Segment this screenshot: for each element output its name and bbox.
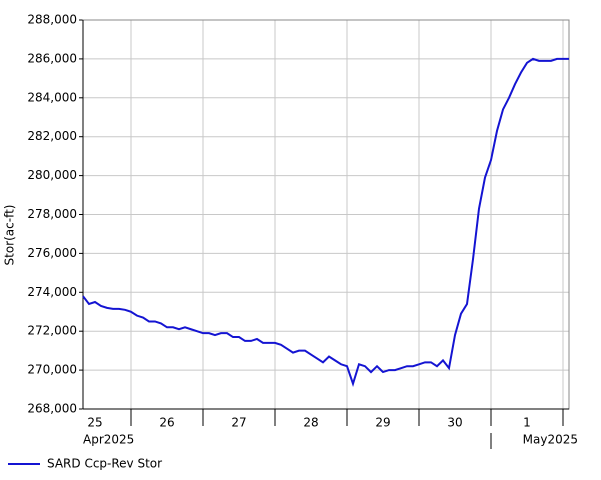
data-line	[82, 57, 569, 387]
x-tick-label: 30	[447, 416, 462, 430]
y-tick-label: 272,000	[27, 324, 77, 338]
y-tick-label: 288,000	[27, 13, 77, 27]
x-tick-label: 27	[231, 416, 246, 430]
month-label: Apr2025	[83, 433, 134, 447]
x-tick-label: 28	[303, 416, 318, 430]
y-tick-label: 274,000	[27, 285, 77, 299]
month-label: May2025	[523, 433, 578, 447]
legend-label: SARD Ccp-Rev Stor	[47, 457, 162, 471]
x-tick-label: 29	[375, 416, 390, 430]
y-tick-label: 282,000	[27, 129, 77, 143]
y-tick-label: 286,000	[27, 51, 77, 65]
y-tick-label: 284,000	[27, 90, 77, 104]
y-tick-label: 268,000	[27, 402, 77, 416]
x-tick-label: 1	[523, 416, 531, 430]
y-axis-label: Stor(ac-ft)	[3, 205, 17, 266]
y-tick-label: 278,000	[27, 207, 77, 221]
x-tick-label: 25	[87, 416, 102, 430]
y-tick-label: 280,000	[27, 168, 77, 182]
y-tick-label: 276,000	[27, 246, 77, 260]
y-tick-label: 270,000	[27, 363, 77, 377]
x-tick-label: 26	[159, 416, 174, 430]
